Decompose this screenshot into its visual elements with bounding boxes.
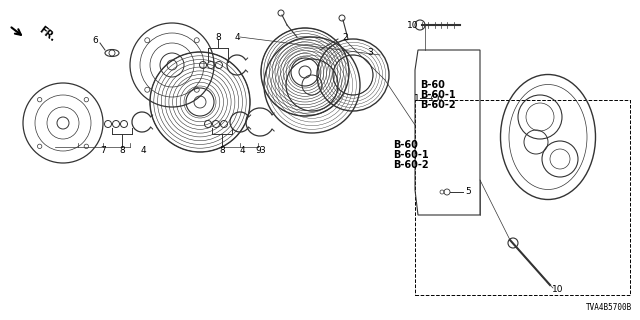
Text: B-60-2: B-60-2 [420, 100, 456, 110]
Text: 8: 8 [215, 33, 221, 42]
Text: 2: 2 [342, 33, 348, 42]
Text: 10: 10 [552, 285, 564, 294]
Text: B-60-1: B-60-1 [420, 90, 456, 100]
Text: 7: 7 [100, 146, 106, 155]
Text: 8: 8 [219, 146, 225, 155]
Text: 4: 4 [239, 146, 245, 155]
Text: FR.: FR. [37, 25, 58, 44]
Text: TVA4B5700B: TVA4B5700B [586, 303, 632, 312]
Text: 8: 8 [119, 146, 125, 155]
Text: 4: 4 [140, 146, 146, 155]
Text: B-60: B-60 [393, 140, 418, 150]
Text: 1: 1 [414, 93, 420, 102]
Bar [415, 100, 630, 295]
Text: 10: 10 [407, 20, 419, 29]
Text: B-60-2: B-60-2 [393, 160, 429, 170]
Text: B-60: B-60 [420, 80, 445, 90]
Text: 6: 6 [92, 36, 98, 44]
Text: 9: 9 [255, 146, 261, 155]
Text: 4: 4 [234, 33, 240, 42]
Text: 3: 3 [259, 146, 265, 155]
Text: 5: 5 [465, 188, 471, 196]
Text: 3: 3 [367, 47, 373, 57]
Text: B-60-1: B-60-1 [393, 150, 429, 160]
